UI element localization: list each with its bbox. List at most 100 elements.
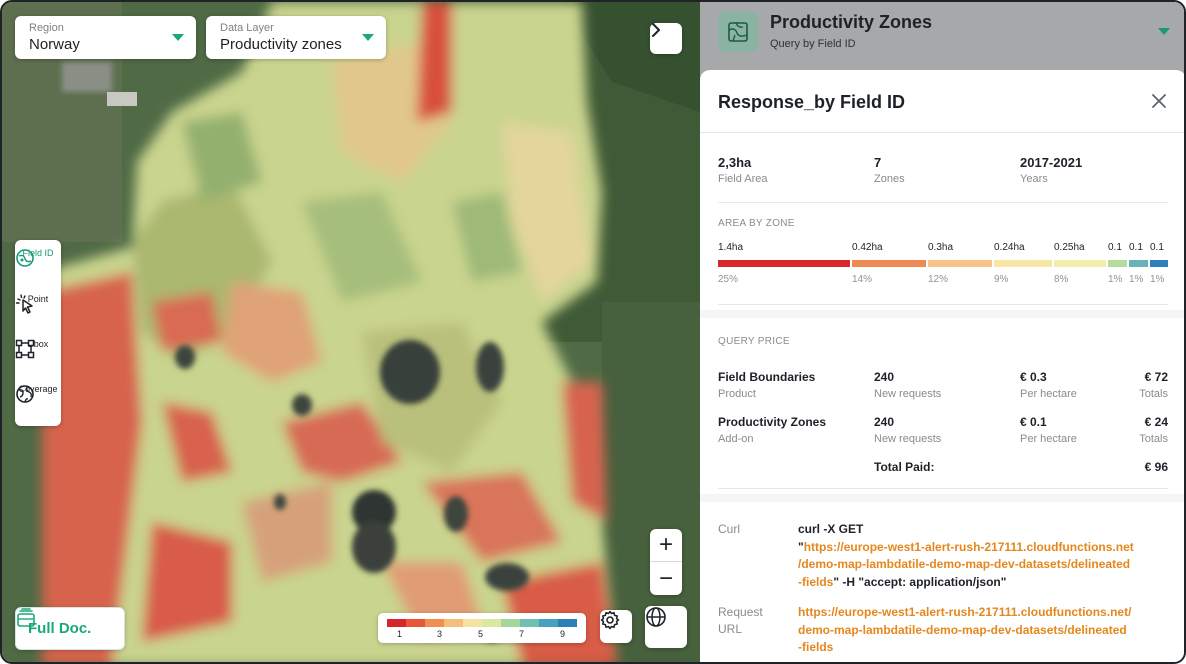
dataset-subtitle: Query by Field ID <box>770 38 856 50</box>
request-url-line[interactable]: https://europe-west1-alert-rush-217111.c… <box>798 605 1132 619</box>
curl-suffix: " -H "accept: application/json" <box>833 574 1007 589</box>
request-url-line[interactable]: -fields <box>798 640 834 654</box>
query-price-heading: QUERY PRICE <box>718 336 790 347</box>
point-cursor-icon <box>15 294 33 314</box>
legend-tick: 7 <box>519 629 525 639</box>
tool-field-id[interactable]: Field ID <box>15 248 61 267</box>
zone-pct: 1% <box>1108 274 1123 285</box>
data-layer-select-value: Productivity zones <box>220 36 342 53</box>
price-row-name: Productivity Zones <box>718 415 827 429</box>
request-url-label-line: URL <box>718 622 743 636</box>
curl-url-line[interactable]: -fields <box>798 574 834 589</box>
total-paid-label: Total Paid: <box>874 460 935 474</box>
caret-down-icon <box>1158 28 1170 35</box>
zone-bar-segment <box>1054 260 1106 267</box>
price-row-type: Product <box>718 388 756 400</box>
divider <box>718 488 1168 489</box>
zone-bar-segment <box>852 260 926 267</box>
tool-coverage-label: Coverage <box>18 384 58 394</box>
legend-swatch <box>406 619 425 627</box>
close-button[interactable] <box>1152 94 1166 113</box>
tool-bbox[interactable]: Bbox <box>15 339 61 359</box>
zone-bar-segment <box>1150 260 1168 267</box>
request-url-label: Request URL <box>718 604 763 638</box>
price-row-type: Add-on <box>718 433 754 445</box>
stat-label-zones: Zones <box>874 173 905 185</box>
minus-icon: − <box>658 564 673 592</box>
zone-bar-segment <box>718 260 850 267</box>
stat-value-zones: 7 <box>874 155 882 170</box>
legend-swatch <box>425 619 444 627</box>
region-select-value: Norway <box>29 36 80 53</box>
divider <box>718 202 1168 203</box>
zone-bar-segment <box>994 260 1052 267</box>
legend-tick: 3 <box>437 629 443 639</box>
basemap-button[interactable] <box>645 606 687 648</box>
zone-pct: 9% <box>994 274 1009 285</box>
zone-pct: 1% <box>1129 274 1144 285</box>
legend-swatch <box>539 619 558 627</box>
region-select[interactable]: Region Norway <box>15 16 196 59</box>
expand-panel-button[interactable] <box>650 23 682 54</box>
stat-value-field-area: 2,3ha <box>718 155 752 170</box>
section-gap <box>700 310 1184 318</box>
legend-swatch <box>387 619 406 627</box>
data-layer-select[interactable]: Data Layer Productivity zones <box>206 16 386 59</box>
price-row-requests: 240 <box>874 415 895 429</box>
zone-value: 0.42ha <box>852 242 883 253</box>
settings-button[interactable] <box>600 610 632 643</box>
stat-value-years: 2017-2021 <box>1020 155 1083 170</box>
request-url-line[interactable]: demo-map-lambdatile-demo-map-dev-dataset… <box>798 622 1127 637</box>
document-stack-icon <box>17 608 35 627</box>
query-toolbar: Field ID Point Bbox Coverage <box>15 240 61 426</box>
caret-down-icon <box>172 34 184 41</box>
zoom-in-button[interactable]: + <box>650 529 682 562</box>
response-card: Response_by Field ID 2,3ha Field Area 7 … <box>700 70 1184 662</box>
full-doc-label: Full Doc. <box>28 620 92 637</box>
price-row-requests-label: New requests <box>874 433 942 445</box>
curl-url-line[interactable]: https://europe-west1-alert-rush-217111.c… <box>803 539 1134 554</box>
divider <box>718 304 1168 305</box>
coverage-globe-icon <box>16 385 34 403</box>
plus-icon: + <box>658 531 673 558</box>
price-row-price-label: Per hectare <box>1020 433 1077 445</box>
zone-value: 0.1 <box>1129 242 1143 253</box>
price-row-price: € 0.3 <box>1020 370 1047 384</box>
map-view[interactable]: Region Norway Data Layer Productivity zo… <box>2 2 700 664</box>
full-doc-button[interactable]: Full Doc. <box>15 607 125 650</box>
curl-quote: " <box>798 539 804 554</box>
chevron-right-icon <box>652 23 660 37</box>
section-gap <box>700 494 1184 502</box>
data-layer-select-label: Data Layer <box>220 22 274 34</box>
price-row-price-label: Per hectare <box>1020 388 1077 400</box>
stat-label-field-area: Field Area <box>718 173 768 185</box>
price-row-total: € 24 <box>1144 415 1168 429</box>
zone-value: 0.25ha <box>1054 242 1085 253</box>
curl-command[interactable]: curl -X GET "https://europe-west1-alert-… <box>798 521 1178 591</box>
zone-pct: 1% <box>1150 274 1165 285</box>
tool-point[interactable]: Point <box>15 294 61 314</box>
zone-value: 0.1 <box>1150 242 1164 253</box>
zoom-out-button[interactable]: − <box>650 562 682 595</box>
dataset-title: Productivity Zones <box>770 12 933 32</box>
caret-down-icon <box>362 34 374 41</box>
map-grid-icon <box>718 12 758 52</box>
globe-icon <box>646 607 666 627</box>
side-panel: Productivity Zones Query by Field ID Res… <box>700 2 1184 662</box>
tool-field-id-label: Field ID <box>22 248 54 258</box>
bbox-icon <box>15 339 35 359</box>
tool-point-label: Point <box>27 294 49 304</box>
stat-label-years: Years <box>1020 173 1048 185</box>
request-url[interactable]: https://europe-west1-alert-rush-217111.c… <box>798 604 1178 657</box>
dataset-header[interactable]: Productivity Zones Query by Field ID <box>700 2 1184 70</box>
legend-swatch <box>520 619 539 627</box>
close-icon <box>1152 94 1166 108</box>
total-paid-value: € 96 <box>1144 460 1168 474</box>
productivity-map[interactable] <box>2 2 700 664</box>
divider <box>700 132 1184 133</box>
tool-coverage[interactable]: Coverage <box>15 384 61 403</box>
price-row-name: Field Boundaries <box>718 370 816 384</box>
curl-url-line[interactable]: /demo-map-lambdatile-demo-map-dev-datase… <box>798 557 1131 571</box>
zone-bar-segment <box>928 260 992 267</box>
